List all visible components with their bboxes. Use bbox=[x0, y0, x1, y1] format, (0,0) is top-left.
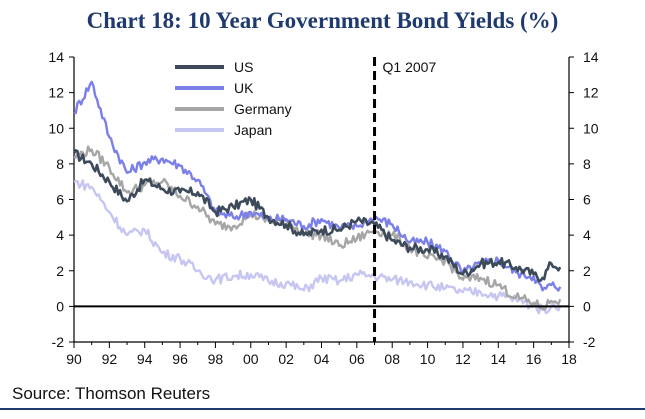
annotation-label: Q1 2007 bbox=[383, 59, 437, 75]
x-tick-label: 10 bbox=[420, 351, 436, 367]
series-line-japan bbox=[73, 179, 562, 315]
y-tick-label-right: 14 bbox=[583, 49, 599, 65]
series-line-germany bbox=[73, 145, 562, 311]
y-tick-label-left: 10 bbox=[48, 120, 64, 136]
source-note: Source: Thomson Reuters bbox=[12, 384, 211, 403]
y-tick-label-left: 0 bbox=[56, 298, 64, 314]
y-tick-label-right: 10 bbox=[583, 120, 599, 136]
x-tick-label: 18 bbox=[561, 351, 577, 367]
x-tick-label: 92 bbox=[102, 351, 118, 367]
y-tick-label-left: 6 bbox=[56, 192, 64, 208]
y-tick-label-right: 2 bbox=[583, 263, 591, 279]
y-tick-label-left: 14 bbox=[48, 49, 64, 65]
x-tick-label: 16 bbox=[526, 351, 542, 367]
y-tick-label-left: 12 bbox=[48, 85, 64, 101]
x-tick-label: 90 bbox=[66, 351, 82, 367]
chart-legend: US UK Germany Japan bbox=[175, 59, 292, 138]
x-tick-label: 00 bbox=[243, 351, 259, 367]
x-tick-label: 94 bbox=[137, 351, 153, 367]
chart-overlay: Q1 2007 bbox=[74, 57, 569, 342]
x-tick-label: 12 bbox=[455, 351, 471, 367]
bottom-rule bbox=[0, 408, 645, 410]
chart-series-lines bbox=[72, 80, 562, 315]
x-tick-label: 04 bbox=[314, 351, 330, 367]
x-tick-label: 06 bbox=[349, 351, 365, 367]
y-tick-label-right: 4 bbox=[583, 227, 591, 243]
y-tick-label-left: 2 bbox=[56, 263, 64, 279]
x-tick-label: 08 bbox=[384, 351, 400, 367]
y-tick-label-left: -2 bbox=[52, 334, 65, 350]
legend-label-uk: UK bbox=[234, 80, 254, 96]
series-line-uk bbox=[73, 80, 562, 292]
x-tick-label: 98 bbox=[208, 351, 224, 367]
legend-label-germany: Germany bbox=[234, 101, 292, 117]
y-tick-label-right: 0 bbox=[583, 298, 591, 314]
series-line-us bbox=[72, 149, 562, 283]
y-tick-label-right: 6 bbox=[583, 192, 591, 208]
y-tick-label-right: 12 bbox=[583, 85, 599, 101]
chart-title: Chart 18: 10 Year Government Bond Yields… bbox=[86, 8, 559, 33]
y-tick-label-right: -2 bbox=[583, 334, 596, 350]
y-tick-label-left: 4 bbox=[56, 227, 64, 243]
legend-label-us: US bbox=[234, 59, 253, 75]
y-tick-label-left: 8 bbox=[56, 156, 64, 172]
x-tick-label: 96 bbox=[172, 351, 188, 367]
y-tick-label-right: 8 bbox=[583, 156, 591, 172]
legend-label-japan: Japan bbox=[234, 122, 272, 138]
x-tick-label: 14 bbox=[490, 351, 506, 367]
x-tick-label: 02 bbox=[278, 351, 294, 367]
